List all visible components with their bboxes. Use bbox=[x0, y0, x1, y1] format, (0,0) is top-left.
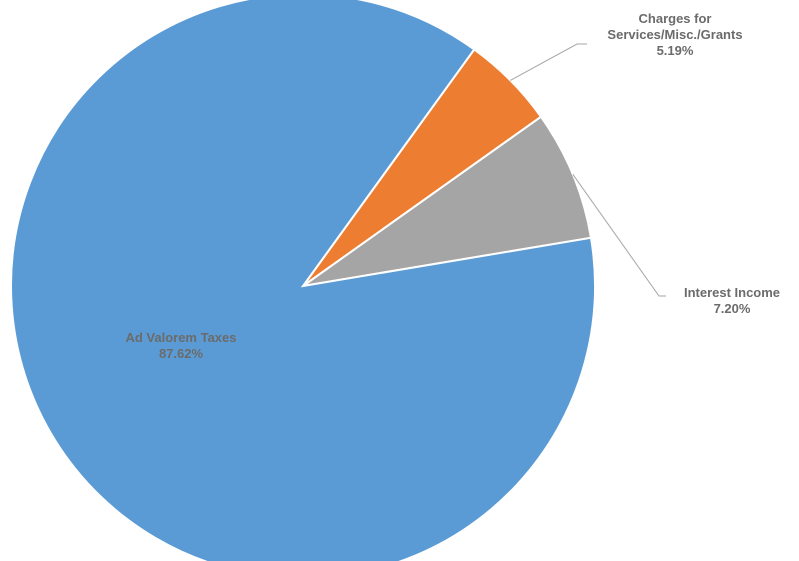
label-ad-valorem-taxes: Ad Valorem Taxes 87.62% bbox=[125, 330, 236, 361]
slices-layer bbox=[10, 0, 596, 561]
pie-slice-ad-valorem-taxes bbox=[10, 0, 596, 561]
leader-lines-layer bbox=[510, 43, 666, 297]
labels-layer: Ad Valorem Taxes 87.62% Charges for Service… bbox=[125, 11, 780, 361]
leader-line-interest-income bbox=[572, 174, 666, 297]
label-charges-for-services: Charges for Services/Misc./Grants 5.19% bbox=[607, 11, 742, 58]
label-interest-income: Interest Income 7.20% bbox=[684, 285, 780, 316]
leader-line-charges bbox=[510, 43, 587, 81]
